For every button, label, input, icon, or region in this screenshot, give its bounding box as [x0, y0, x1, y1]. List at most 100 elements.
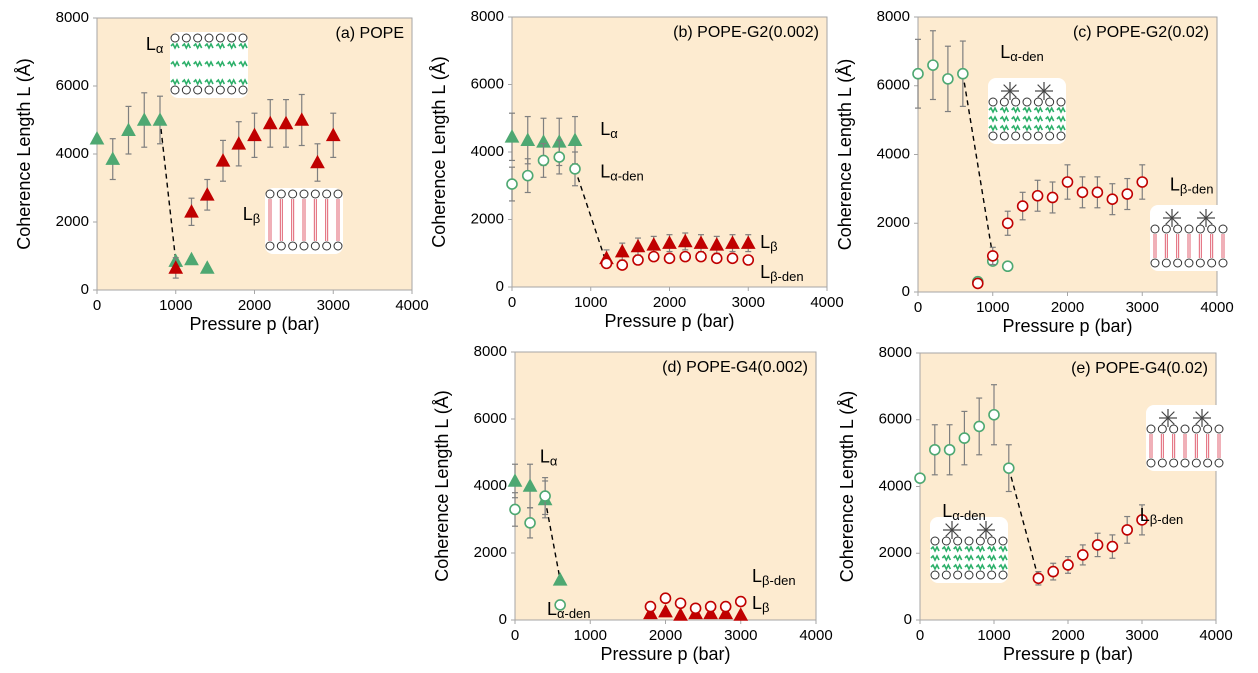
x-axis-label: Pressure p (bar) [1003, 644, 1133, 664]
dendrimer-branch [1201, 417, 1209, 425]
lipid-tail [215, 78, 226, 86]
data-point [742, 254, 755, 266]
transition-connector [962, 73, 994, 257]
dendrimer-branch [1037, 90, 1045, 98]
lipid-tail [941, 554, 952, 562]
lipid-tail [999, 115, 1010, 123]
headgroup [953, 536, 963, 546]
data-point [1106, 540, 1119, 553]
x-axis-label: Pressure p (bar) [189, 314, 319, 334]
headgroup [1218, 224, 1228, 234]
dendrimer-branch [979, 523, 987, 531]
x-tick-label: 0 [93, 297, 101, 314]
y-tick-label: 6000 [877, 77, 910, 94]
data-point [643, 605, 658, 620]
data-point [734, 595, 747, 608]
dendrimer-branch [985, 523, 993, 531]
schematic-icon [930, 517, 1008, 583]
data-point [673, 607, 688, 621]
x-tick-label: 3000 [1126, 299, 1159, 316]
data-point [136, 112, 152, 126]
data-point [647, 250, 660, 263]
data-point [325, 127, 341, 142]
headgroup [1056, 131, 1066, 141]
data-point [632, 254, 644, 266]
lipid-tail [998, 554, 1008, 562]
dendrimer-branch [1201, 411, 1209, 419]
headgroup [1169, 424, 1179, 434]
data-point [539, 490, 551, 502]
lipid-tail [1011, 115, 1021, 123]
transition-connector [544, 499, 561, 580]
x-tick-label: 4000 [799, 627, 832, 644]
data-point [630, 238, 646, 253]
headgroup [1173, 224, 1183, 234]
data-point [957, 67, 969, 80]
headgroup [1180, 458, 1190, 468]
x-tick-label: 0 [916, 627, 924, 644]
data-point [928, 443, 941, 456]
x-tick-label: 4000 [1200, 299, 1233, 316]
headgroup [170, 33, 180, 43]
x-tick-label: 1000 [977, 627, 1010, 644]
y-tick-label: 8000 [56, 9, 89, 26]
dendrimer-branch [1205, 217, 1213, 225]
icon-background [265, 188, 343, 254]
headgroup [1207, 258, 1217, 268]
lipid-tail [181, 60, 192, 68]
headgroup [1150, 224, 1160, 234]
data-point [614, 243, 630, 258]
dendrimer-branch [1037, 84, 1045, 92]
lipid-tail [930, 545, 940, 553]
y-tick-label: 4000 [474, 477, 507, 494]
data-point [942, 73, 954, 85]
data-point [659, 592, 672, 605]
y-tick-label: 4000 [877, 145, 910, 162]
data-point [247, 127, 262, 142]
headgroup [181, 85, 191, 95]
y-axis-label: Coherence Length L (Å) [837, 391, 857, 582]
headgroup [322, 241, 332, 251]
y-tick-label: 8000 [471, 8, 504, 25]
panel-title: (e) POPE-G4(0.02) [1071, 360, 1208, 377]
headgroup [1218, 258, 1228, 268]
data-point [184, 251, 199, 266]
phase-label: Lα [600, 119, 618, 142]
headgroup [975, 536, 985, 546]
headgroup [998, 536, 1008, 546]
dendrimer-branch [945, 523, 953, 531]
data-point [600, 257, 613, 270]
y-tick-label: 6000 [471, 75, 504, 92]
headgroup [227, 33, 237, 43]
lipid-tail [1033, 124, 1044, 132]
data-point [1001, 260, 1014, 273]
headgroup [1045, 131, 1055, 141]
phase-label: Lβ-den [760, 262, 804, 285]
dendrimer-branch [951, 523, 959, 531]
dendrimer-branch [1167, 417, 1175, 425]
headgroup [1011, 97, 1021, 107]
headgroup [299, 241, 309, 251]
data-point [971, 277, 984, 290]
headgroup [1161, 258, 1171, 268]
lipid-tail [170, 60, 180, 68]
phase-label: Lβ [243, 204, 261, 227]
x-tick-label: 3000 [724, 627, 757, 644]
dendrimer-branch [1043, 84, 1051, 92]
y-tick-label: 8000 [879, 344, 912, 361]
schematic-icon [988, 78, 1066, 144]
headgroup [238, 85, 248, 95]
data-point [1077, 549, 1089, 561]
data-point [524, 517, 536, 529]
data-point [567, 132, 583, 146]
y-tick-label: 0 [902, 283, 910, 300]
data-point [89, 131, 105, 145]
y-tick-label: 2000 [56, 213, 89, 230]
data-point [644, 600, 657, 613]
lipid-tail [215, 60, 226, 68]
data-point [674, 597, 687, 610]
lipid-tail [238, 78, 248, 86]
data-point [1002, 462, 1015, 474]
y-tick-label: 6000 [474, 410, 507, 427]
